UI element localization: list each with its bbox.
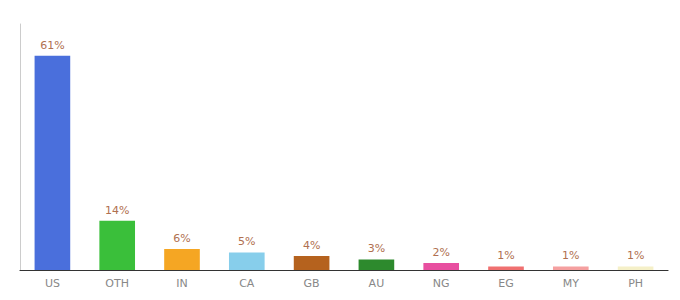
svg-text:IN: IN: [176, 277, 187, 290]
svg-text:1%: 1%: [497, 249, 514, 262]
svg-text:4%: 4%: [303, 239, 320, 252]
svg-text:2%: 2%: [432, 246, 449, 259]
svg-text:6%: 6%: [173, 232, 190, 245]
svg-text:5%: 5%: [238, 235, 255, 248]
svg-text:3%: 3%: [368, 242, 385, 255]
svg-text:61%: 61%: [40, 39, 64, 52]
svg-text:EG: EG: [498, 277, 513, 290]
svg-text:14%: 14%: [105, 204, 129, 217]
svg-text:AU: AU: [369, 277, 385, 290]
svg-text:1%: 1%: [562, 249, 579, 262]
svg-text:OTH: OTH: [105, 277, 129, 290]
svg-text:US: US: [45, 277, 60, 290]
svg-text:1%: 1%: [627, 249, 644, 262]
svg-text:MY: MY: [563, 277, 579, 290]
svg-text:PH: PH: [628, 277, 643, 290]
svg-text:NG: NG: [433, 277, 450, 290]
svg-text:GB: GB: [304, 277, 320, 290]
svg-text:CA: CA: [239, 277, 255, 290]
